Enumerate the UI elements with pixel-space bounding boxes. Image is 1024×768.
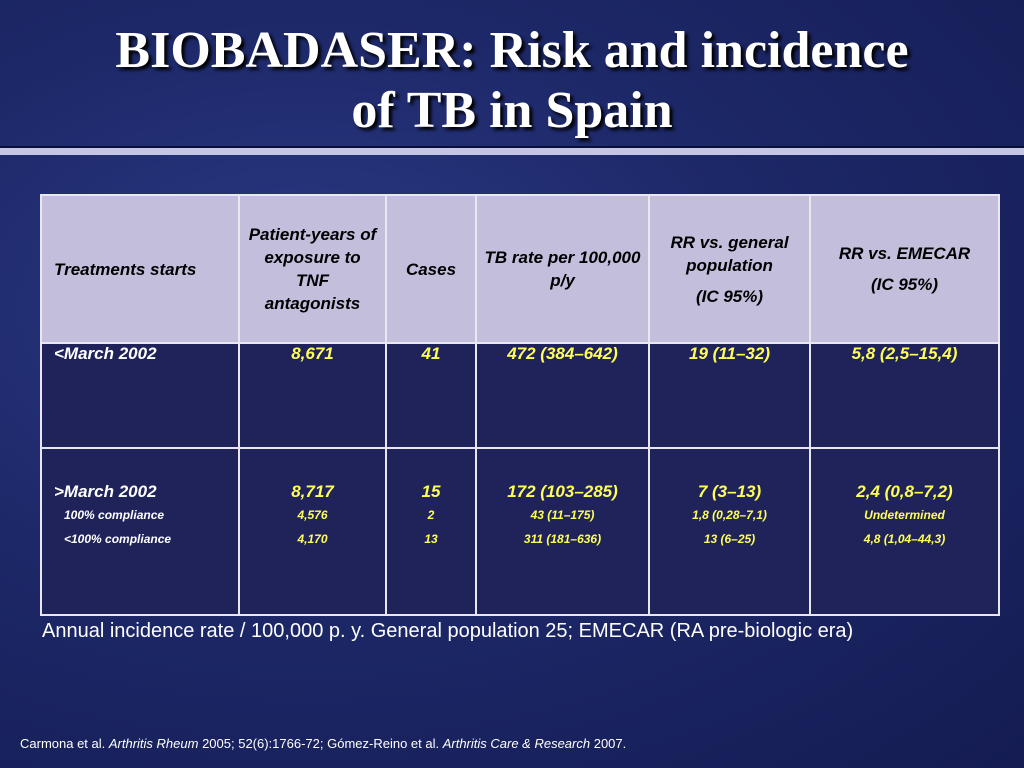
header-rr-emecar: RR vs. EMECAR (IC 95%) [809, 194, 1000, 344]
cell-patient-years: 8,717 4,576 4,170 [238, 447, 387, 616]
citation: Carmona et al. Arthritis Rheum 2005; 52(… [20, 735, 1010, 753]
cell-rr-general: 7 (3–13) 1,8 (0,28–7,1) 13 (6–25) [648, 447, 811, 616]
cell-rr-general: 19 (11–32) [648, 342, 811, 449]
row-label: <March 2002 [40, 342, 240, 449]
table-row: >March 2002 100% compliance <100% compli… [40, 447, 1000, 616]
cell-tb-rate: 472 (384–642) [475, 342, 650, 449]
value-sub: Undetermined [864, 508, 945, 522]
value-sub: 13 (6–25) [703, 532, 756, 546]
value-sub: 2 [427, 508, 435, 522]
cell-patient-years: 8,671 [238, 342, 387, 449]
title-divider [0, 148, 1024, 155]
cell-cases: 41 [385, 342, 477, 449]
value-sub: 43 (11–175) [530, 508, 595, 522]
value-sub: 4,170 [297, 532, 328, 546]
incidence-note: Annual incidence rate / 100,000 p. y. Ge… [42, 620, 854, 642]
cell-rr-emecar: 5,8 (2,5–15,4) [809, 342, 1000, 449]
sub-row-label: <100% compliance [64, 532, 172, 546]
slide-title-line-1: BIOBADASER: Risk and incidence [115, 22, 909, 79]
table-row: <March 2002 8,671 41 472 (384–642) 19 (1… [40, 342, 1000, 449]
cell-cases: 15 2 13 [385, 447, 477, 616]
row-label: >March 2002 [54, 482, 157, 501]
value-sub: 311 (181–636) [523, 532, 602, 546]
table-header-row: Treatments starts Patient-years of expos… [40, 194, 1000, 344]
header-tb-rate: TB rate per 100,000 p/y [475, 194, 650, 344]
row-label-cell: >March 2002 100% compliance <100% compli… [40, 447, 240, 616]
header-rr-general-label: RR vs. general population [670, 232, 789, 275]
value-main: 172 (103–285) [507, 482, 618, 501]
header-rr-general-ic: (IC 95%) [695, 286, 764, 306]
title-divider-shadow [0, 146, 1024, 148]
header-rr-emecar-label: RR vs. EMECAR [838, 244, 971, 263]
header-rr-general: RR vs. general population (IC 95%) [648, 194, 811, 344]
value-sub: 13 [424, 532, 438, 546]
citation-journal: Arthritis Care & Research [442, 736, 591, 751]
value-main: 7 (3–13) [697, 482, 762, 501]
citation-text: 2005; 52(6):1766-72; Gómez-Reino et al. [198, 736, 443, 751]
value-sub: 1,8 (0,28–7,1) [692, 508, 767, 522]
citation-text: Carmona et al. [20, 736, 109, 751]
value-sub: 4,8 (1,04–44,3) [863, 532, 946, 546]
header-treatments: Treatments starts [40, 194, 240, 344]
slide-title-line-2: of TB in Spain [351, 82, 673, 139]
header-patient-years: Patient-years of exposure to TNF antagon… [238, 194, 387, 344]
citation-text: 2007. [590, 736, 627, 751]
header-cases: Cases [385, 194, 477, 344]
value-main: 2,4 (0,8–7,2) [856, 482, 953, 501]
tb-risk-table: Treatments starts Patient-years of expos… [40, 194, 1000, 616]
citation-journal: Arthritis Rheum [108, 736, 199, 751]
header-rr-emecar-ic: (IC 95%) [870, 275, 939, 294]
value-sub: 4,576 [297, 508, 328, 522]
sub-row-label: 100% compliance [64, 508, 165, 522]
cell-tb-rate: 172 (103–285) 43 (11–175) 311 (181–636) [475, 447, 650, 616]
cell-rr-emecar: 2,4 (0,8–7,2) Undetermined 4,8 (1,04–44,… [809, 447, 1000, 616]
value-main: 8,717 [291, 482, 334, 501]
value-main: 15 [421, 482, 441, 501]
